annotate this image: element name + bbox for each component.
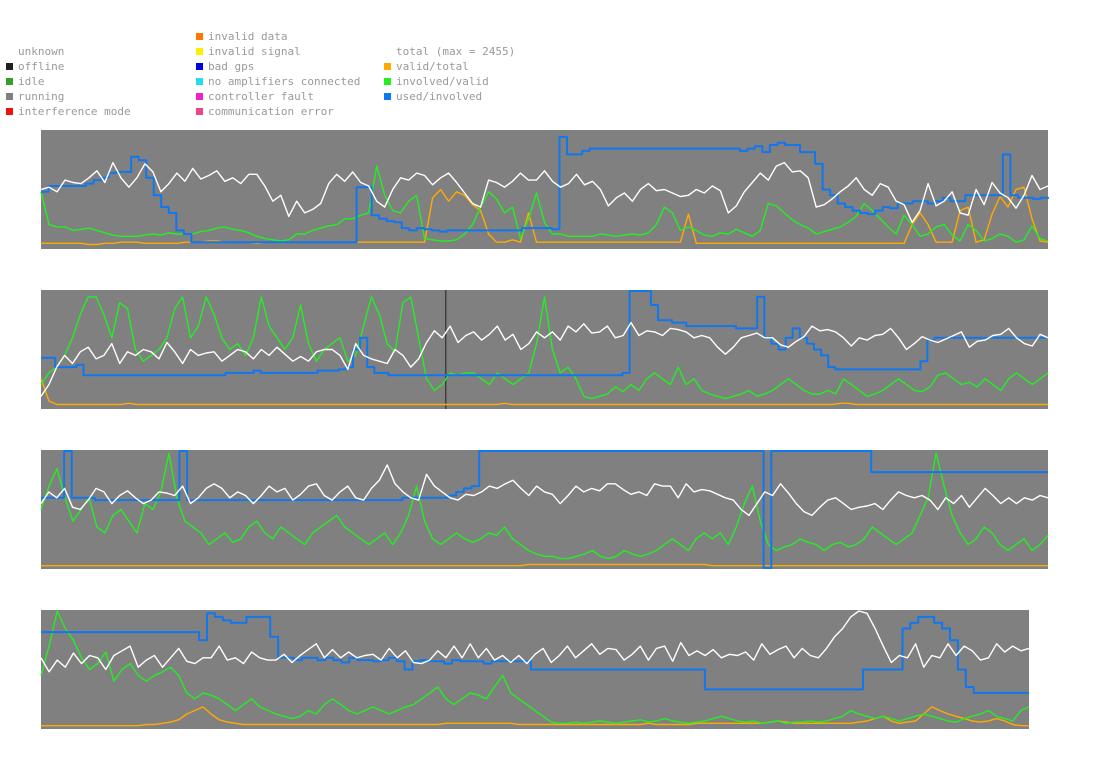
legend-item-valid-total: valid/total [384,61,469,73]
series-line-valid-total [40,378,1048,406]
chart-panel [40,610,1030,729]
legend-swatch-controller-fault [196,93,203,100]
legend-item-running: running [6,91,64,103]
legend-item-bad-gps: bad gps [196,61,254,73]
legend-label: unknown [18,45,65,58]
legend-swatch-communication-error [196,108,203,115]
legend-item-invalid-signal: invalid signal [196,46,301,58]
series-line-involved-valid [40,610,1030,724]
series-line-involved-valid [40,296,1049,400]
running-state-background [41,450,1048,569]
legend-swatch-idle [6,78,13,85]
chart-panel [40,290,1049,409]
legend-item-communication-error: communication error [196,106,334,118]
legend-item-total: total (max = 2455) [384,46,515,58]
legend-label: idle [18,75,45,88]
legend-item-unknown: unknown [6,46,64,58]
running-state-background [41,130,1048,249]
legend-label: bad gps [208,60,255,73]
running-state-background [41,290,1048,409]
series-line-involved-valid [40,452,1049,560]
legend-swatch-running [6,93,13,100]
legend-item-invalid-data: invalid data [196,31,287,43]
legend-swatch-invalid-data [196,33,203,40]
legend-item-no-amplifiers-connected: no amplifiers connected [196,76,360,88]
series-line-used-involved [41,612,1029,694]
chart-panel [40,130,1049,249]
legend-item-controller-fault: controller fault [196,91,314,103]
legend-label: invalid signal [208,45,301,58]
legend-label: offline [18,60,65,73]
chart-panel [40,450,1049,569]
legend-swatch-bad-gps [196,63,203,70]
series-line-valid-total [41,563,1048,567]
legend-swatch-valid-total [384,63,391,70]
legend-label: interference mode [18,105,131,118]
legend-swatch-no-amplifiers-connected [196,78,203,85]
series-line-valid-total [41,706,1029,727]
series-line-used-involved [41,290,1048,377]
series-line-total [40,464,1049,517]
legend-swatch-invalid-signal [196,48,203,55]
series-line-used-involved [41,135,1049,244]
legend-item-used-involved: used/involved [384,91,482,103]
series-line-valid-total [41,186,1049,246]
legend-item-involved-valid: involved/valid [384,76,489,88]
legend-item-offline: offline [6,61,64,73]
legend-swatch-involved-valid [384,78,391,85]
series-line-total [40,610,1030,673]
legend-label: total (max = 2455) [396,45,516,58]
legend-item-interference-mode: interference mode [6,106,131,118]
series-line-total [40,161,1049,223]
series-line-total [40,321,1049,397]
legend-swatch-used-involved [384,93,391,100]
legend-swatch-offline [6,63,13,70]
legend-label: controller fault [208,90,314,103]
legend-label: involved/valid [396,75,489,88]
series-line-involved-valid [40,165,1049,243]
legend-swatch-interference-mode [6,108,13,115]
legend-label: no amplifiers connected [208,75,361,88]
legend-item-idle: idle [6,76,45,88]
legend-label: used/involved [396,90,483,103]
legend-label: valid/total [396,60,469,73]
legend-label: running [18,90,65,103]
legend-label: communication error [208,105,334,118]
legend-label: invalid data [208,30,288,43]
